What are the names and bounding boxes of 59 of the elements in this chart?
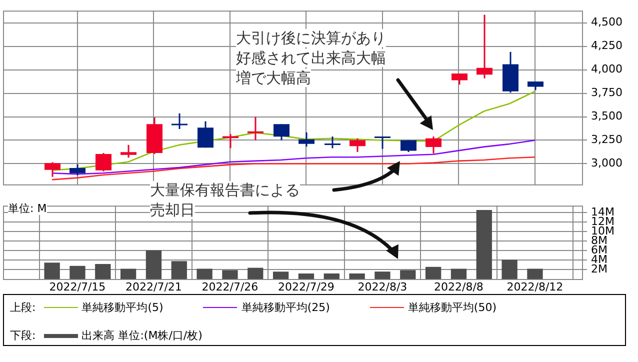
legend-label: 単純移動平均(25): [241, 300, 330, 315]
bar: [146, 250, 162, 279]
bar: [272, 272, 289, 279]
bar: [44, 262, 60, 279]
y-tick-label: 3,250: [591, 133, 622, 146]
bar: [324, 273, 340, 279]
bar: [450, 268, 467, 279]
y-tick-label: 4,000: [591, 62, 622, 76]
bar: [171, 261, 187, 279]
candlestick: [44, 161, 60, 178]
candlestick: [298, 132, 314, 148]
bar: [374, 272, 390, 279]
y-tick-label: 4,250: [591, 39, 622, 52]
bar: [349, 273, 365, 279]
legend-title: 下段:: [10, 328, 36, 343]
candlestick: [374, 136, 390, 150]
x-tick-label: 2022/7/26: [202, 280, 258, 294]
bar: [70, 266, 86, 279]
legend-label: 単純移動平均(50): [408, 300, 496, 315]
annotation: 単位: M: [8, 202, 47, 215]
candlestick: [400, 139, 416, 153]
x-tick-label: 2022/8/3: [358, 280, 408, 294]
x-tick-label: 2022/8/8: [434, 280, 484, 294]
x-tick-label: 2022/7/15: [49, 280, 106, 294]
candlestick: [274, 123, 290, 141]
bar: [120, 268, 136, 279]
y-tick-label: 4,500: [591, 16, 622, 29]
x-tick-label: 2022/8/12: [506, 280, 564, 294]
legend-label: 単純移動平均(5): [82, 300, 164, 315]
candlestick: [70, 164, 86, 176]
candlestick: [426, 136, 442, 154]
bar: [248, 268, 264, 279]
candlestick: [350, 138, 366, 153]
y-tick-label: 3,000: [591, 156, 622, 170]
candlestick: [172, 112, 188, 130]
bar: [222, 270, 238, 279]
candlestick: [198, 120, 214, 148]
candlestick: [476, 14, 492, 80]
candlestick: [120, 144, 136, 158]
legend-label: 出来高 単位:(M株/口/枚): [82, 328, 202, 343]
bar: [95, 264, 111, 279]
bar: [298, 273, 314, 279]
candlestick: [324, 136, 340, 149]
x-tick-label: 2022/7/29: [278, 280, 334, 294]
bar: [476, 210, 492, 279]
bar: [400, 270, 416, 279]
bar: [527, 268, 543, 279]
x-tick-label: 2022/7/21: [126, 280, 182, 294]
annotation: 大量保有報告書による売却日: [150, 181, 300, 219]
y-tick-label: 3,750: [591, 86, 622, 100]
bar: [502, 260, 518, 279]
legend-title: 上段:: [10, 300, 36, 315]
y-tick-label: 2M: [591, 262, 608, 276]
y-tick-label: 3,500: [591, 110, 622, 123]
bar: [425, 266, 442, 279]
y-tick-label: 6M: [591, 243, 608, 256]
annotation: 大引け後に決算があり好感されて出来高大幅増で大幅高: [236, 29, 386, 87]
bar: [196, 268, 212, 279]
candlestick: [96, 152, 112, 172]
